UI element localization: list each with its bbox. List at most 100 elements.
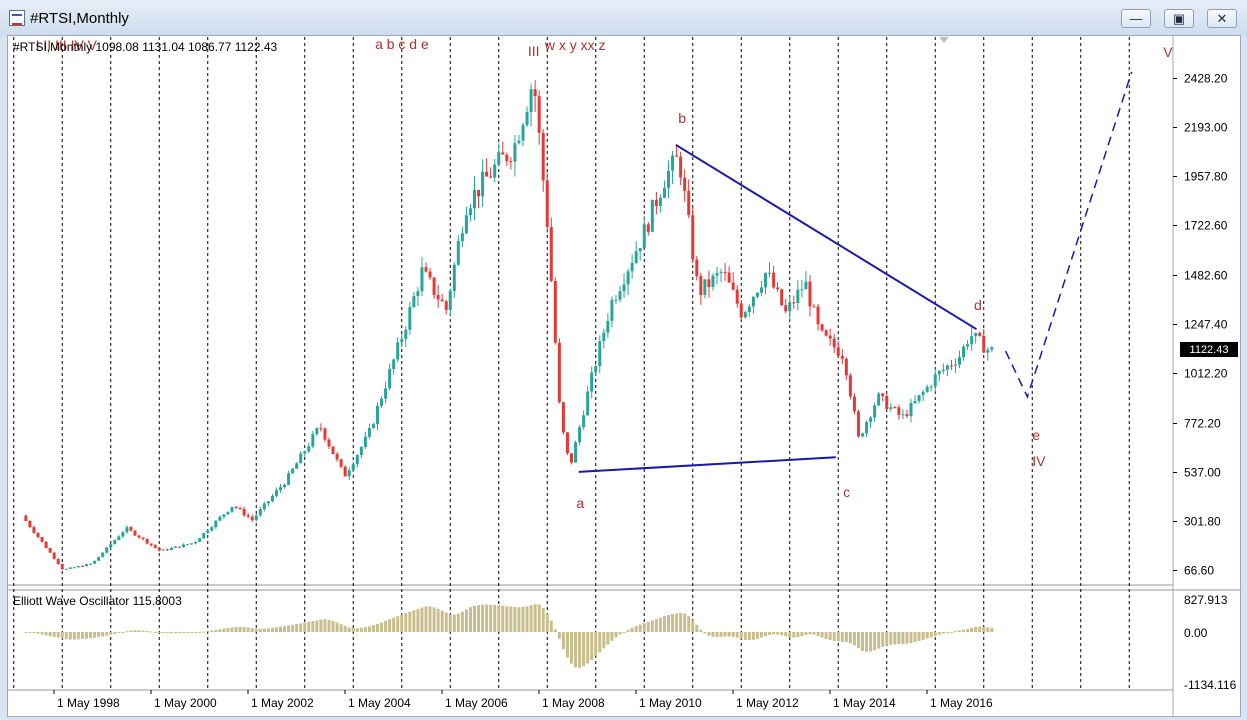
candle-body	[481, 171, 485, 197]
osc-tick-top: 827.913	[1184, 593, 1228, 607]
wave-label: b	[678, 110, 686, 126]
candle-body	[359, 446, 363, 456]
candle-body	[214, 520, 218, 528]
oscillator-bar	[76, 632, 80, 640]
candle-body	[493, 164, 497, 178]
candle-body	[206, 530, 210, 533]
oscillator-bar	[861, 632, 864, 651]
candle-body	[254, 515, 258, 520]
candle-body	[654, 199, 658, 206]
oscillator-bar	[335, 622, 339, 632]
oscillator-bar	[380, 622, 384, 632]
candle-body	[161, 549, 165, 551]
candle-body	[226, 511, 230, 515]
oscillator-bar	[630, 627, 634, 632]
oscillator-bar	[687, 616, 691, 632]
candle-body	[828, 335, 832, 339]
oscillator-bar	[941, 632, 945, 634]
shift-marker-icon[interactable]	[939, 37, 949, 43]
candle-body	[246, 515, 250, 517]
oscillator-bar	[222, 628, 226, 632]
candle-body	[658, 197, 662, 206]
candle-body	[638, 247, 642, 252]
oscillator-bar	[533, 604, 537, 632]
oscillator-bar	[376, 623, 379, 632]
y-tick-label: 2193.00	[1184, 121, 1228, 135]
oscillator-bar	[768, 632, 772, 635]
candle-body	[56, 558, 60, 564]
oscillator-bar	[824, 632, 828, 640]
candle-body	[925, 386, 929, 392]
candle-body	[574, 442, 578, 463]
oscillator-bar	[848, 632, 852, 644]
candle-body	[113, 540, 117, 545]
oscillator-bar	[52, 632, 56, 637]
oscillator-bar	[812, 632, 816, 635]
candle-body	[513, 143, 517, 162]
oscillator-bar	[412, 610, 416, 632]
y-tick-label: 66.60	[1184, 564, 1214, 578]
candle-body	[691, 215, 695, 260]
oscillator-bar	[986, 627, 990, 632]
oscillator-bar	[856, 632, 860, 648]
wave-label: c	[843, 484, 850, 500]
candle-body	[89, 563, 93, 565]
candle-body	[444, 301, 448, 310]
oscillator-bar	[646, 621, 650, 632]
candle-body	[64, 568, 68, 570]
oscillator-bar	[109, 632, 113, 635]
candle-body	[598, 341, 602, 367]
oscillator-bar	[958, 630, 961, 632]
candle-body	[339, 459, 343, 467]
candle-body	[832, 338, 836, 348]
oscillator-bar	[982, 626, 986, 632]
lower-trendline[interactable]	[578, 456, 836, 473]
candle-body	[881, 393, 885, 396]
oscillator-bar	[295, 624, 299, 632]
oscillator-bar	[202, 631, 206, 633]
projection-path[interactable]	[1004, 71, 1133, 399]
oscillator-bar	[905, 632, 909, 644]
candle-body	[380, 398, 384, 406]
candle-body	[52, 552, 56, 559]
oscillator-bar	[242, 627, 246, 632]
oscillator-bar	[145, 630, 149, 632]
maximize-button[interactable]: ▣	[1164, 9, 1194, 28]
candle-body	[877, 393, 881, 406]
x-tick-label: 1 May 2008	[542, 696, 605, 710]
oscillator-bar	[315, 620, 319, 632]
oscillator-bar	[852, 632, 856, 646]
oscillator-bar	[561, 632, 565, 650]
oscillator-bar	[303, 622, 307, 632]
oscillator-bar	[36, 632, 40, 634]
oscillator-bar	[254, 628, 258, 632]
candle-body	[723, 272, 727, 274]
candle-body	[307, 446, 311, 452]
minimize-button[interactable]: —	[1121, 9, 1151, 28]
oscillator-bar	[509, 606, 513, 632]
oscillator-bar	[97, 632, 101, 638]
candle-body	[751, 296, 755, 307]
candle-body	[735, 289, 739, 304]
oscillator-bar	[477, 605, 481, 632]
oscillator-bar	[141, 630, 145, 632]
candle-body	[327, 439, 331, 447]
oscillator-bar	[638, 624, 642, 632]
candle-body	[768, 272, 772, 274]
oscillator-bar	[101, 632, 105, 637]
candle-body	[913, 401, 917, 404]
upper-trendline[interactable]	[675, 143, 977, 331]
oscillator-bar	[945, 632, 949, 633]
window-titlebar: #RTSI,Monthly — ▣ ✕	[0, 0, 1247, 36]
candle-body	[125, 527, 129, 533]
oscillator-bar	[283, 626, 287, 632]
candle-body	[303, 451, 307, 454]
wave-label: e	[1032, 427, 1040, 443]
oscillator-bar	[574, 632, 578, 668]
close-button[interactable]: ✕	[1207, 9, 1237, 28]
oscillator-bar	[772, 632, 776, 635]
oscillator-bar	[234, 626, 238, 632]
wave-label: I II III IV V	[36, 37, 98, 53]
candle-body	[222, 514, 226, 517]
